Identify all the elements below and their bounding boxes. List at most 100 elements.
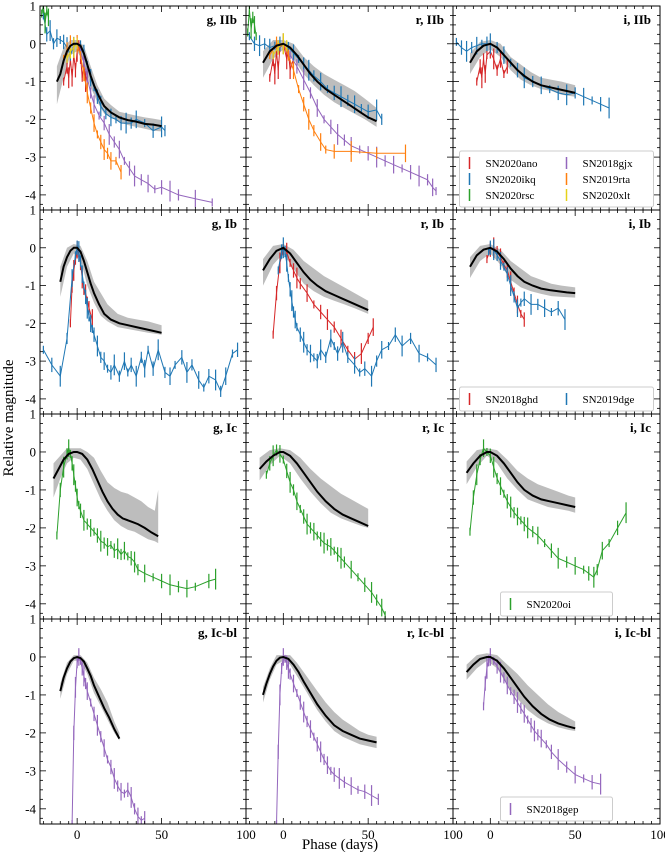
y-tick-label: 0 (30, 240, 37, 255)
series-sn2019dge (277, 237, 437, 387)
legend-entry-sn2019rta: SN2019rta (565, 173, 631, 186)
plot-area (465, 648, 602, 795)
y-tick-label: -1 (25, 74, 36, 89)
y-tick-label: -3 (25, 150, 36, 165)
y-tick-label: -4 (25, 187, 36, 202)
template-line (258, 451, 369, 527)
plot-area (247, 6, 437, 197)
template-line (262, 655, 377, 744)
template-band (470, 244, 576, 298)
y-tick-label: -2 (25, 316, 36, 331)
panel-title: r, IIb (416, 12, 444, 27)
template-line (469, 42, 576, 94)
legend-label: SN2019rta (583, 174, 631, 186)
panel-title: g, Ic (213, 420, 237, 435)
x-tick-label: 100 (650, 827, 665, 842)
series-line-sn2020xlt (66, 43, 78, 60)
legend: SN2020oi (500, 591, 613, 617)
legend-entry-sn2020xlt: SN2020xlt (565, 189, 631, 202)
series-sn2019rta (269, 33, 407, 163)
legend-label: SN2018gjx (583, 158, 634, 170)
legend-label: SN2018gep (527, 804, 579, 816)
y-tick-label: 1 (30, 0, 37, 14)
template-band (470, 40, 576, 97)
x-tick-label: 50 (569, 827, 582, 842)
panel-r-ic-bl: 0 50 100 r, Ic-bl (245, 618, 463, 842)
y-tick-label: -4 (25, 801, 36, 816)
legend-box (500, 591, 613, 617)
plot-area (469, 237, 576, 330)
x-tick-label: 50 (155, 827, 168, 842)
x-axis-label: Phase (days) (302, 837, 378, 853)
template-line (262, 42, 378, 123)
series-sn2018gjx (79, 47, 213, 208)
legend-box (459, 150, 654, 208)
series-sn2020oi (265, 444, 386, 619)
y-tick-label: 0 (30, 649, 37, 664)
panel-i-ic-bl: 0 50 100 i, Ic-bl SN2018gep (452, 618, 665, 842)
legend-entry-sn2018ghd: SN2018ghd (468, 393, 539, 406)
y-tick-label: 0 (30, 36, 37, 51)
template-line (465, 656, 576, 730)
panel-title: i, Ic (630, 420, 651, 435)
template-line (465, 451, 576, 508)
plot-area (41, 6, 213, 208)
plot-area (465, 439, 627, 588)
y-tick-label: -2 (25, 725, 36, 740)
template-line (262, 246, 369, 312)
legend: SN2018ghd SN2019dge (459, 386, 654, 412)
plot-area (455, 33, 610, 119)
template-band (466, 448, 576, 513)
series-sn2019dge (42, 240, 239, 397)
legend-entry-sn2018gep: SN2018gep (509, 803, 579, 816)
y-axis-label: Relative magnitude (1, 359, 17, 476)
series-sn2020rsc (41, 6, 50, 34)
y-tick-label: 1 (30, 203, 37, 218)
panel-g-ib: 1 0 -1 -2 -3 -4 g, Ib (25, 203, 247, 415)
x-tick-label: 100 (443, 827, 463, 842)
panel-title: g, Ib (212, 216, 237, 231)
panel-title: i, Ib (629, 216, 651, 231)
legend-label: SN2020ikq (486, 174, 537, 186)
template-line (52, 451, 159, 538)
legend-label: SN2020ano (486, 158, 538, 170)
legend-label: SN2020xlt (583, 190, 631, 202)
legend-entry-sn2020ikq: SN2020ikq (468, 173, 537, 186)
x-tick-label: 50 (362, 827, 375, 842)
legend-entry-sn2020oi: SN2020oi (509, 598, 571, 611)
y-tick-label: -2 (25, 112, 36, 127)
template-line (59, 655, 121, 740)
y-tick-label: 1 (30, 612, 37, 627)
y-tick-label: -1 (25, 482, 36, 497)
y-tick-label: -3 (25, 763, 36, 778)
panel-g-iib: 1 0 -1 -2 -3 -4 g, IIb (25, 0, 247, 211)
y-tick-label: -3 (25, 354, 36, 369)
legend-entry-sn2019dge: SN2019dge (565, 393, 635, 406)
y-tick-label: -3 (25, 558, 36, 573)
panel-title: i, IIb (624, 12, 651, 27)
template-line (59, 246, 162, 334)
plot-area (262, 237, 437, 387)
panel-i-ic: i, Ic SN2020oi (452, 413, 661, 620)
template-line (55, 42, 162, 128)
panel-g-ic-bl: 1 0 -1 -2 -3 -4 0 50 100 g, Ic-bl (25, 612, 256, 843)
panel-title: i, Ic-bl (615, 625, 652, 640)
legend-box (459, 386, 654, 412)
series-sn2020oi (56, 439, 217, 598)
series-sn2020rsc (247, 6, 257, 41)
legend-label: SN2019dge (583, 394, 635, 406)
plot-area (52, 439, 217, 598)
x-tick-label: 0 (280, 827, 287, 842)
x-tick-label: 0 (487, 827, 494, 842)
panel-i-ib: i, Ib SN2018ghd SN2019dge (452, 209, 661, 415)
y-tick-label: -1 (25, 278, 36, 293)
y-tick-label: -2 (25, 520, 36, 535)
y-tick-label: -1 (25, 687, 36, 702)
series-sn2018gep (275, 648, 379, 824)
panel-title: r, Ic-bl (407, 625, 444, 640)
panel-i-iib: i, IIb SN2020ano SN2018gjx SN2020ikq SN2019r… (452, 5, 661, 211)
legend-label: SN2020rsc (486, 190, 535, 202)
series-sn2018gjx (289, 51, 437, 197)
